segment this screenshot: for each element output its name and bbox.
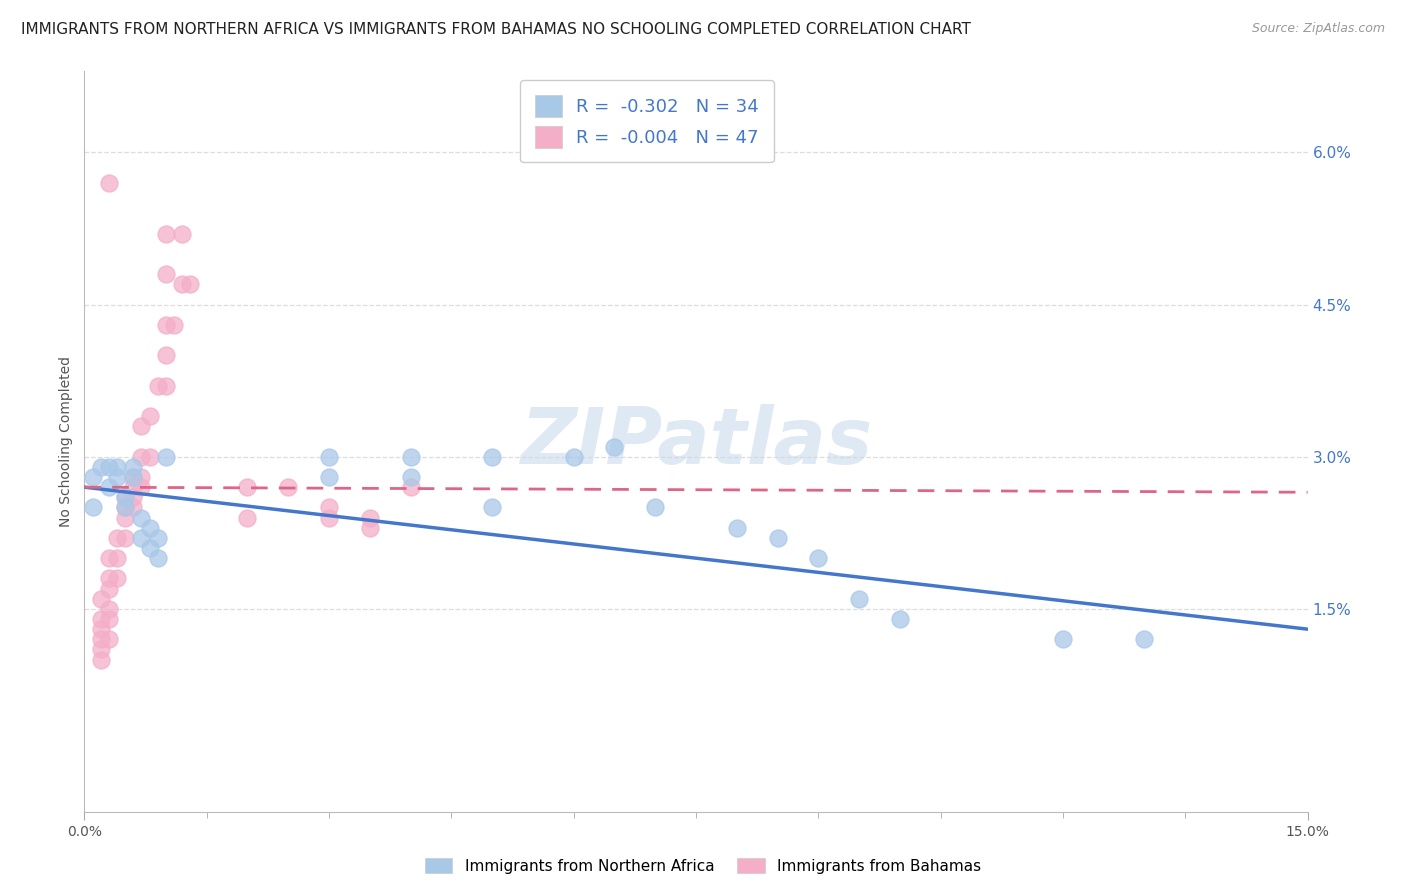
Point: [90, 622, 112, 636]
Legend: Immigrants from Northern Africa, Immigrants from Bahamas: Immigrants from Northern Africa, Immigra…: [419, 852, 987, 880]
Point: [122, 500, 145, 515]
Point: [155, 227, 177, 241]
Point: [1052, 632, 1074, 647]
Text: ZIPatlas: ZIPatlas: [520, 403, 872, 480]
Point: [90, 642, 112, 657]
Point: [163, 318, 186, 332]
Point: [359, 521, 381, 535]
Point: [848, 591, 870, 606]
Point: [105, 531, 128, 545]
Point: [138, 450, 160, 464]
Point: [277, 480, 299, 494]
Point: [399, 480, 422, 494]
Point: [399, 450, 422, 464]
Point: [114, 500, 136, 515]
Point: [105, 571, 128, 585]
Point: [131, 531, 153, 545]
Point: [766, 531, 789, 545]
Point: [122, 470, 145, 484]
Point: [97, 551, 120, 566]
Point: [105, 459, 128, 474]
Point: [122, 480, 145, 494]
Point: [725, 521, 748, 535]
Point: [82, 500, 104, 515]
Point: [97, 612, 120, 626]
Point: [889, 612, 911, 626]
Point: [131, 419, 153, 434]
Point: [114, 500, 136, 515]
Text: Source: ZipAtlas.com: Source: ZipAtlas.com: [1251, 22, 1385, 36]
Point: [318, 500, 340, 515]
Point: [155, 450, 177, 464]
Point: [359, 510, 381, 524]
Point: [179, 277, 201, 292]
Point: [603, 440, 626, 454]
Point: [97, 632, 120, 647]
Point: [399, 470, 422, 484]
Point: [172, 227, 194, 241]
Point: [90, 652, 112, 666]
Point: [114, 491, 136, 505]
Point: [131, 480, 153, 494]
Point: [82, 470, 104, 484]
Point: [122, 491, 145, 505]
Point: [236, 510, 259, 524]
Point: [122, 459, 145, 474]
Point: [90, 459, 112, 474]
Point: [807, 551, 830, 566]
Point: [138, 409, 160, 424]
Point: [318, 470, 340, 484]
Point: [90, 632, 112, 647]
Point: [105, 470, 128, 484]
Point: [155, 267, 177, 281]
Point: [114, 510, 136, 524]
Point: [114, 531, 136, 545]
Y-axis label: No Schooling Completed: No Schooling Completed: [59, 356, 73, 527]
Point: [131, 470, 153, 484]
Point: [562, 450, 585, 464]
Point: [481, 450, 503, 464]
Legend: R =  -0.302   N = 34, R =  -0.004   N = 47: R = -0.302 N = 34, R = -0.004 N = 47: [520, 80, 773, 162]
Point: [97, 582, 120, 596]
Point: [146, 551, 169, 566]
Point: [97, 459, 120, 474]
Point: [155, 318, 177, 332]
Point: [97, 571, 120, 585]
Point: [236, 480, 259, 494]
Point: [122, 470, 145, 484]
Point: [318, 450, 340, 464]
Point: [1133, 632, 1156, 647]
Point: [105, 551, 128, 566]
Point: [138, 541, 160, 555]
Point: [97, 480, 120, 494]
Point: [131, 510, 153, 524]
Point: [318, 510, 340, 524]
Point: [146, 531, 169, 545]
Point: [146, 378, 169, 392]
Point: [114, 491, 136, 505]
Point: [155, 378, 177, 392]
Point: [90, 591, 112, 606]
Point: [644, 500, 666, 515]
Point: [97, 602, 120, 616]
Point: [155, 348, 177, 362]
Point: [172, 277, 194, 292]
Point: [481, 500, 503, 515]
Point: [90, 612, 112, 626]
Text: IMMIGRANTS FROM NORTHERN AFRICA VS IMMIGRANTS FROM BAHAMAS NO SCHOOLING COMPLETE: IMMIGRANTS FROM NORTHERN AFRICA VS IMMIG…: [21, 22, 972, 37]
Point: [131, 450, 153, 464]
Point: [138, 521, 160, 535]
Point: [97, 176, 120, 190]
